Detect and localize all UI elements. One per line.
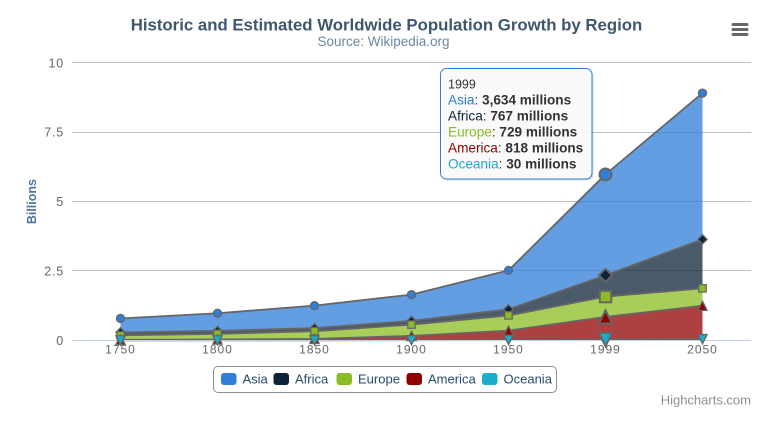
- svg-text:2.5: 2.5: [44, 265, 64, 279]
- svg-text:Oceania: Oceania: [504, 372, 553, 387]
- svg-text:Highcharts.com: Highcharts.com: [661, 393, 751, 408]
- svg-text:Europe: 729 millions: Europe: 729 millions: [448, 125, 577, 140]
- svg-text:1900: 1900: [396, 342, 427, 356]
- svg-text:1999: 1999: [590, 342, 621, 356]
- svg-text:1850: 1850: [299, 342, 330, 356]
- svg-text:1999: 1999: [448, 78, 476, 92]
- svg-text:0: 0: [56, 334, 64, 348]
- svg-text:Oceania: 30 millions: Oceania: 30 millions: [448, 157, 576, 172]
- svg-text:America: 818 millions: America: 818 millions: [448, 141, 583, 156]
- svg-text:Europe: Europe: [358, 372, 400, 387]
- svg-text:1800: 1800: [202, 342, 233, 356]
- svg-text:2050: 2050: [687, 342, 718, 356]
- svg-text:10: 10: [48, 56, 64, 70]
- svg-text:Africa: 767 millions: Africa: 767 millions: [448, 109, 568, 124]
- svg-text:Billions: Billions: [25, 179, 39, 224]
- svg-text:1950: 1950: [493, 342, 524, 356]
- svg-text:5: 5: [56, 195, 64, 209]
- svg-text:Asia: 3,634 millions: Asia: 3,634 millions: [448, 93, 571, 108]
- svg-text:Source: Wikipedia.org: Source: Wikipedia.org: [317, 34, 449, 49]
- svg-text:America: America: [428, 372, 476, 387]
- svg-text:7.5: 7.5: [44, 126, 64, 140]
- svg-text:1750: 1750: [105, 342, 136, 356]
- svg-text:Africa: Africa: [295, 372, 329, 387]
- svg-text:Historic and Estimated Worldwi: Historic and Estimated Worldwide Populat…: [131, 16, 643, 35]
- svg-text:Asia: Asia: [243, 372, 269, 387]
